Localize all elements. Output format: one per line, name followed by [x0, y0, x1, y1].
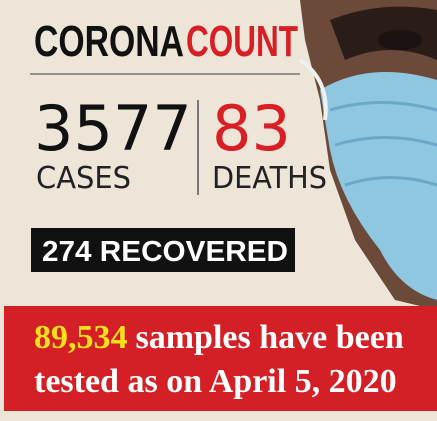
recovered-text: 274 RECOVERED: [42, 236, 288, 268]
title-red: COUNT: [186, 17, 298, 66]
cases-value: 3577: [34, 92, 192, 165]
samples-count: 89,534: [34, 319, 128, 356]
infographic: CORONA COUNT 3577 CASES 83 DEATHS 274 RE…: [0, 0, 437, 421]
deaths-value: 83: [212, 92, 291, 165]
title-black: CORONA: [34, 17, 184, 66]
recovered-label: RECOVERED: [100, 236, 288, 268]
recovered-value: 274: [42, 236, 92, 268]
footer-text1: samples have been: [136, 319, 404, 356]
cases-label: CASES: [36, 161, 131, 196]
deaths-label: DEATHS: [212, 161, 327, 196]
footer-line2: tested as on April 5, 2020: [34, 363, 397, 400]
